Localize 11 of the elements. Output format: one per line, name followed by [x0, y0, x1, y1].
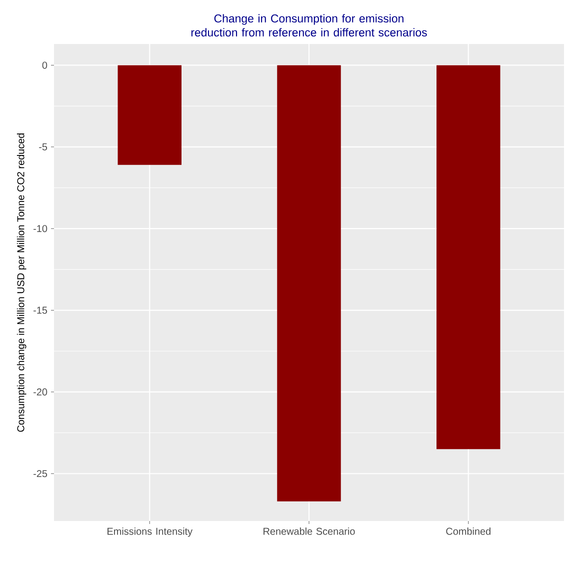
y-tick-label: -20: [34, 388, 48, 396]
y-tick-label: -10: [34, 225, 48, 232]
x-tick-label: Renewable Scenario: [264, 528, 355, 535]
x-tick-label: Combined: [446, 528, 490, 535]
y-tick-label: -25: [34, 470, 48, 478]
y-tick-label: -5: [39, 143, 48, 150]
x-tick-label: Emissions Intensity: [108, 528, 193, 537]
y-axis-title: Consumption change in Million USD per Million Tonne CO2 reduced: [16, 133, 26, 432]
chart-title: Change in Consumption for emission reduction from reference in different scenarios: [191, 14, 427, 36]
y-tick-label: 0: [42, 62, 48, 69]
y-tick-label: -15: [34, 306, 48, 314]
